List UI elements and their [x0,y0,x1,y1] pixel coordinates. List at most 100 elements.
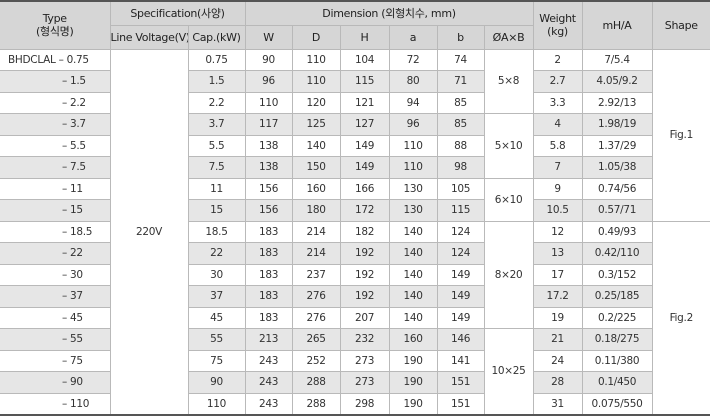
header-text: (kg) [547,25,568,39]
table-row: – 3.7 3.7 117 125 127 96 85 5×10 4 1.98/19 [0,113,710,179]
type-cell: – 45 [0,306,111,329]
value-cell: 21 [532,328,583,351]
type-cell: – 18.5 [0,220,111,243]
value-cell: 110 [388,134,438,157]
header-text: (형식명) [36,25,74,39]
header-cell: ØA×B [483,24,534,50]
value-cell: 149 [436,306,485,329]
type-cell: – 15 [0,199,111,222]
value-cell: 190 [388,392,438,415]
value-cell: 183 [244,263,293,286]
type-cell: – 1.5 [0,70,111,93]
table-header: Type (형식명) Specification(사양) Dimension (외… [0,0,710,50]
value-cell: 37 [187,285,246,308]
value-cell: 1.37/29 [581,134,653,157]
value-cell: 151 [436,392,485,415]
value-cell: 13 [532,242,583,265]
value-cell: 117 [244,113,293,136]
value-cell: 243 [244,349,293,372]
header-cell: Weight (kg) [532,0,583,50]
value-cell: 125 [291,113,341,136]
value-cell: 192 [339,263,390,286]
value-cell: 15 [187,199,246,222]
value-cell: 183 [244,242,293,265]
value-cell: 138 [244,156,293,179]
table-row: – 15 15 156 180 172 130 115 10.5 0.57/71 [0,199,710,222]
value-cell: 243 [244,371,293,394]
type-cell: – 22 [0,242,111,265]
value-cell: 75 [187,349,246,372]
value-cell: 156 [244,177,293,200]
value-cell: 288 [291,371,341,394]
value-cell: 74 [436,48,485,71]
value-cell: 0.75 [187,48,246,71]
value-cell: 0.18/275 [581,328,653,351]
value-cell: 127 [339,113,390,136]
value-cell: 252 [291,349,341,372]
value-cell: 149 [339,156,390,179]
value-cell: 105 [436,177,485,200]
value-cell: 276 [291,285,341,308]
value-cell: 141 [436,349,485,372]
value-cell: 17.2 [532,285,583,308]
type-cell: – 3.7 [0,113,111,136]
value-cell: 71 [436,70,485,93]
value-cell: 18.5 [187,220,246,243]
value-cell: 4.05/9.2 [581,70,653,93]
table-row: – 110 110 243 288 298 190 151 31 0.075/550 [0,392,710,415]
value-cell: 98 [436,156,485,179]
value-cell: 31 [532,392,583,415]
value-cell: 24 [532,349,583,372]
value-cell: 124 [436,242,485,265]
table-row: – 90 90 243 288 273 190 151 28 0.1/450 [0,371,710,394]
type-cell: – 2.2 [0,91,111,114]
value-cell: 0.57/71 [581,199,653,222]
value-cell: 273 [339,371,390,394]
value-cell: 124 [436,220,485,243]
value-cell: 2 [532,48,583,71]
table-row: – 30 30 183 237 192 140 149 17 0.3/152 [0,263,710,286]
value-cell: 0.25/185 [581,285,653,308]
value-cell: 72 [388,48,438,71]
table-row: – 11 11 156 160 166 130 105 6×10 9 0.74/56 [0,177,710,222]
value-cell: 30 [187,263,246,286]
value-cell: 115 [436,199,485,222]
header-cell: D [291,24,341,50]
header-cell: W [244,24,293,50]
value-cell: 140 [291,134,341,157]
value-cell: 243 [244,392,293,415]
value-cell: 94 [388,91,438,114]
value-cell: 96 [244,70,293,93]
header-cell: Type (형식명) [0,0,111,50]
header-cell: Specification(사양) [109,0,246,26]
value-cell: 237 [291,263,341,286]
value-cell: 2.2 [187,91,246,114]
value-cell: 5.8 [532,134,583,157]
table-row: – 55 55 213 265 232 160 146 10×25 21 0.18/275 [0,328,710,415]
hole-size-cell: 6×10 [483,177,534,222]
hole-size-cell: 8×20 [483,220,534,329]
value-cell: 0.075/550 [581,392,653,415]
value-cell: 110 [187,392,246,415]
value-cell: 120 [291,91,341,114]
type-cell: – 90 [0,371,111,394]
value-cell: 130 [388,199,438,222]
value-cell: 190 [388,349,438,372]
header-text: Type [42,12,67,26]
table-row: – 37 37 183 276 192 140 149 17.2 0.25/185 [0,285,710,308]
value-cell: 55 [187,328,246,351]
table-row: – 45 45 183 276 207 140 149 19 0.2/225 [0,306,710,329]
hole-size-cell: 5×8 [483,48,534,114]
value-cell: 288 [291,392,341,415]
table-row: BHDCLAL – 0.75 220V 0.75 90 110 104 72 74 5×8 2 7/… [0,48,710,415]
table-row: – 22 22 183 214 192 140 124 13 0.42/110 [0,242,710,265]
value-cell: 90 [187,371,246,394]
value-cell: 7 [532,156,583,179]
header-cell: a [388,24,438,50]
value-cell: 11 [187,177,246,200]
value-cell: 19 [532,306,583,329]
value-cell: 140 [388,242,438,265]
table-body: BHDCLAL – 0.75 220V 0.75 90 110 104 72 74 5×8 2 7/… [0,48,710,415]
type-cell: – 7.5 [0,156,111,179]
